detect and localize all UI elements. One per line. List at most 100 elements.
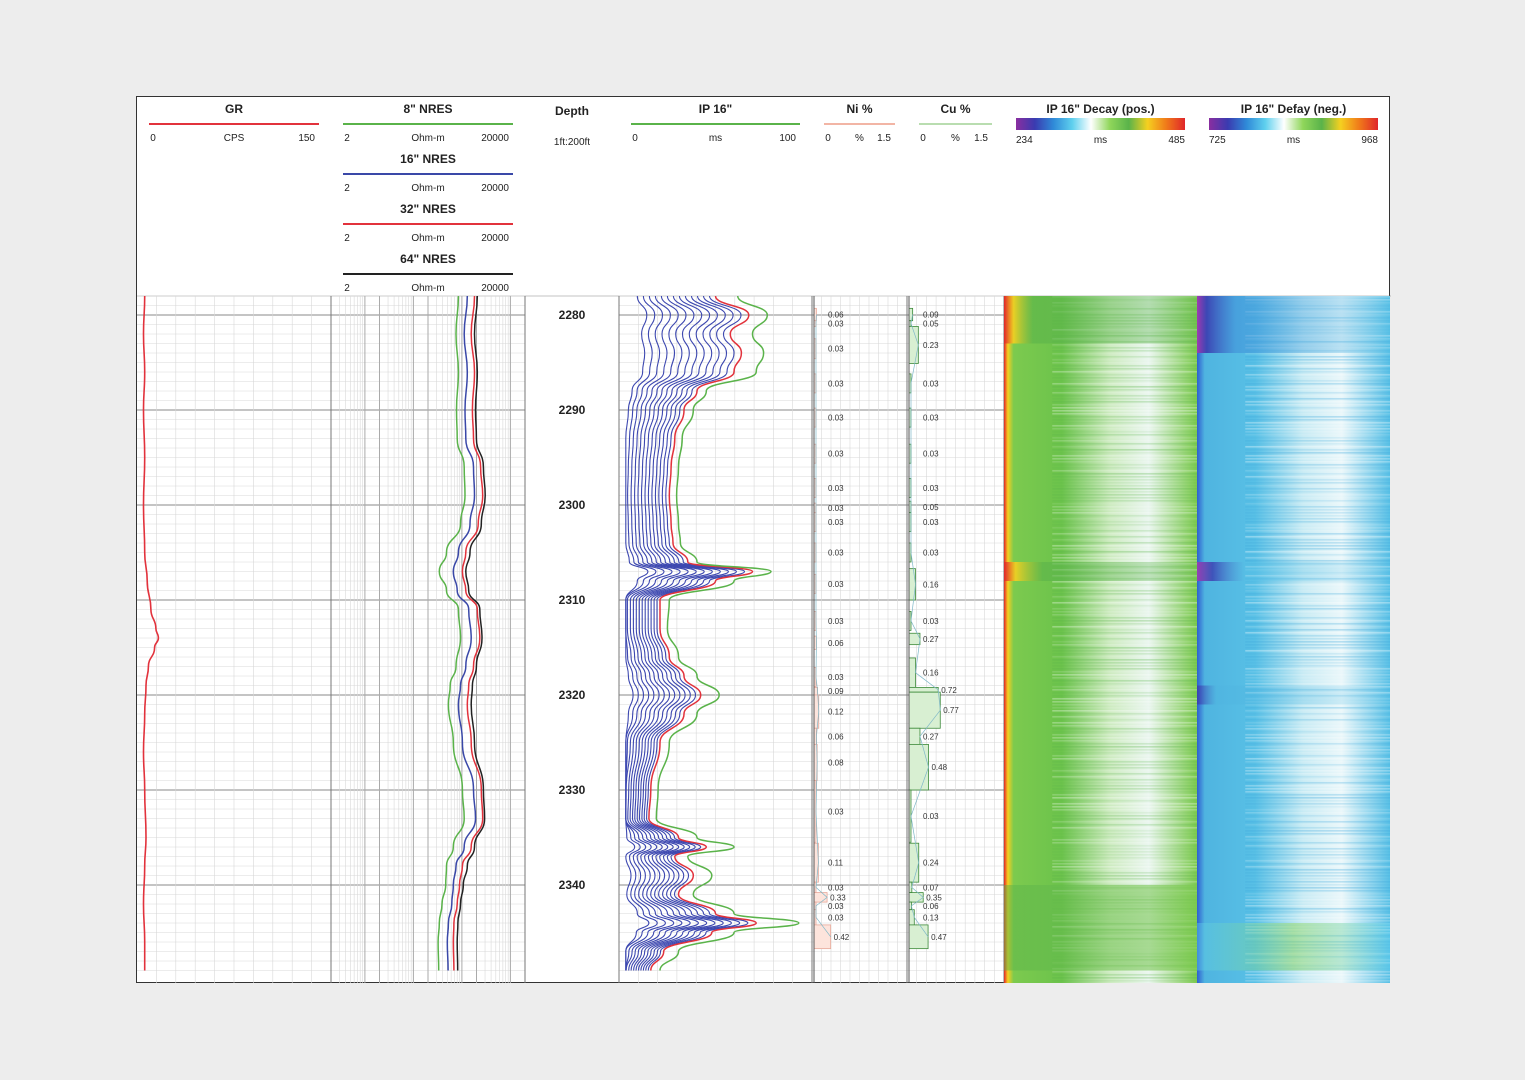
decay_pos-band: [1052, 491, 1197, 493]
decay_neg-band: [1245, 416, 1390, 418]
ni-value-label: 0.12: [828, 708, 844, 717]
assay-bars-layer: [813, 296, 941, 983]
cu-value-label: 0.05: [923, 503, 939, 512]
cu-interval-bar: [908, 924, 929, 950]
decay_pos-band: [1052, 725, 1197, 727]
decay_neg-band: [1245, 788, 1390, 790]
decay_neg-band: [1245, 860, 1390, 862]
ni-value-label: 0.06: [828, 732, 844, 741]
decay_pos-band: [1052, 695, 1197, 697]
cu-interval-bar: [908, 687, 939, 693]
decay_neg-band: [1245, 809, 1390, 811]
decay_pos-band: [1052, 353, 1197, 355]
decay_neg-band: [1245, 518, 1390, 520]
decay_neg-band: [1245, 710, 1390, 712]
cu-value-label: 0.16: [923, 580, 939, 589]
decay_pos-band: [1052, 608, 1197, 610]
decay_pos-band: [1052, 872, 1197, 874]
cu-value-label: 0.05: [923, 320, 939, 329]
decay_pos-band: [1052, 416, 1197, 418]
decay_neg-band: [1245, 719, 1390, 721]
decay_pos-band: [1052, 494, 1197, 496]
decay_pos-band: [1052, 503, 1197, 505]
cu-interval-bar: [908, 568, 916, 601]
decay_pos-band: [1052, 383, 1197, 385]
decay_neg-band: [1245, 635, 1390, 637]
decay_pos-band: [1052, 833, 1197, 835]
decay_neg-anomaly-zone: [1197, 296, 1390, 353]
decay_neg-band: [1245, 554, 1390, 556]
ni-value-label: 0.08: [828, 758, 844, 767]
decay_pos-band: [1052, 794, 1197, 796]
decay_neg-band: [1245, 626, 1390, 628]
decay_neg-colorbar: [1209, 118, 1378, 130]
cu-scale-max: 1.5: [974, 133, 988, 144]
decay_pos-scale-max: 485: [1168, 135, 1185, 146]
decay_pos-band: [1052, 821, 1197, 823]
decay_pos-scale-unit: ms: [1094, 135, 1107, 146]
decay_neg-band: [1245, 356, 1390, 358]
decay_pos-band: [1052, 602, 1197, 604]
cu-value-label: 0.03: [923, 518, 939, 527]
decay_neg-band: [1245, 671, 1390, 673]
decay_pos-band: [1052, 512, 1197, 514]
decay_neg-band: [1245, 383, 1390, 385]
cu-value-label: 0.06: [923, 902, 939, 911]
decay_neg-band: [1245, 644, 1390, 646]
decay_pos-band: [1052, 347, 1197, 349]
decay_pos-band: [1052, 677, 1197, 679]
decay_neg-band: [1245, 797, 1390, 799]
decay_pos-band: [1052, 545, 1197, 547]
decay_pos-band: [1052, 380, 1197, 382]
decay_neg-band: [1245, 866, 1390, 868]
decay_pos-band: [1052, 392, 1197, 394]
decay_neg-band: [1245, 452, 1390, 454]
decay_pos-band: [1052, 626, 1197, 628]
ip-window-curve: [629, 295, 691, 971]
decay_pos-band: [1052, 434, 1197, 436]
decay_pos-band: [1052, 650, 1197, 652]
decay_pos-band: [1052, 803, 1197, 805]
ni-interval-bar: [813, 924, 832, 950]
decay_pos-anomaly-zone: [1004, 562, 1197, 581]
decay_neg-band: [1245, 494, 1390, 496]
decay_pos-band: [1052, 428, 1197, 430]
ip-curve-title: IP 16": [699, 102, 733, 116]
decay_neg-band: [1245, 770, 1390, 772]
ip-window-curve: [634, 295, 708, 971]
decay_pos-band: [1052, 692, 1197, 694]
decay_pos-band: [1052, 389, 1197, 391]
decay_pos-band: [1052, 764, 1197, 766]
decay_neg-band: [1245, 737, 1390, 739]
decay_pos-band: [1052, 488, 1197, 490]
decay_pos-band: [1052, 812, 1197, 814]
well-log-chart: GR 0 CPS 150 8" NRES 2 Ohm-m 20000 16" NRES 2 Ohm-…: [137, 102, 1391, 983]
decay_neg-band: [1245, 539, 1390, 541]
decay_pos-band: [1052, 881, 1197, 883]
decay_neg-band: [1245, 848, 1390, 850]
decay_neg-band: [1245, 524, 1390, 526]
ip-window-curve: [646, 295, 749, 971]
cu-scale-unit: %: [951, 133, 960, 144]
cu-value-label: 0.09: [923, 311, 939, 320]
labels-layer: 2280 2290 2300 2310 2320 2330 2340 0.06 0.03 0.03…: [559, 308, 960, 942]
decay_pos-band: [1052, 704, 1197, 706]
decay_pos-band: [1052, 788, 1197, 790]
decay_pos-band: [1052, 710, 1197, 712]
decay_pos-band: [1052, 530, 1197, 532]
decay_pos-band: [1052, 485, 1197, 487]
decay_pos-band: [1052, 497, 1197, 499]
cu-interval-bar: [908, 909, 915, 926]
decay_neg-band: [1245, 713, 1390, 715]
decay_neg-band: [1245, 821, 1390, 823]
decay_pos-band: [1052, 431, 1197, 433]
decay_neg-band: [1245, 425, 1390, 427]
decay_neg-band: [1245, 407, 1390, 409]
decay_pos-band: [1052, 587, 1197, 589]
decay_neg-band: [1245, 911, 1390, 913]
decay_neg-band: [1245, 752, 1390, 754]
decay_pos-band: [1052, 722, 1197, 724]
cu-interval-bar: [908, 657, 916, 688]
ni-value-label: 0.11: [828, 859, 844, 868]
decay_neg-band: [1245, 980, 1390, 982]
